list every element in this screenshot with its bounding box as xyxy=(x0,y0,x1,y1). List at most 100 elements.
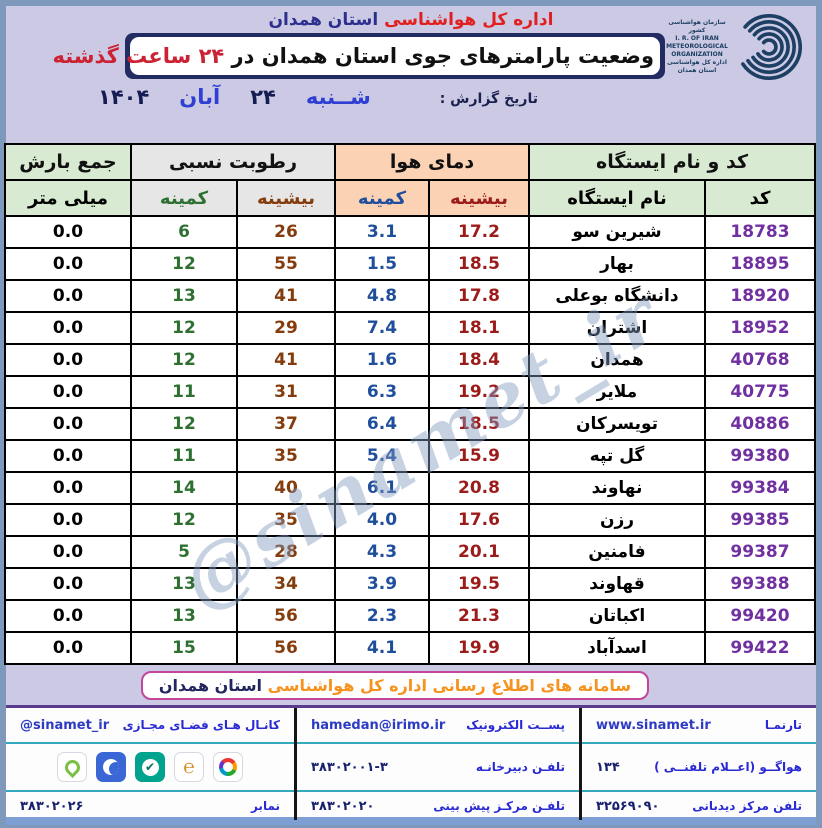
email-link[interactable]: hamedan@irimo.ir xyxy=(311,717,446,733)
soroush-icon[interactable] xyxy=(96,752,126,782)
temp-min-value: 5.4 xyxy=(333,439,430,473)
banner-highlight: ۲۴ ساعت گذشته xyxy=(52,44,225,68)
channel-handle[interactable]: @sinamet_ir xyxy=(20,717,110,733)
temp-max-value: 18.1 xyxy=(427,311,530,345)
temp-max-value: 17.6 xyxy=(427,503,530,537)
table-row: 18920 دانشگاه بوعلی 17.8 4.8 41 13 0.0 xyxy=(3,279,816,313)
table-row: 99420 اکباتان 21.3 2.3 56 13 0.0 xyxy=(3,599,816,633)
group-header-humidity: رطوبت نسبی xyxy=(129,143,336,181)
channels-row: کانـال هـای فضـای مجـازی @sinamet_ir xyxy=(6,708,294,744)
org-title: اداره کل هواشناسی استان همدان xyxy=(6,6,816,30)
temp-min-value: 6.3 xyxy=(333,375,430,409)
group-header-precipitation: جمع بارش xyxy=(3,143,132,181)
title-banner-text: وضعیت پارامترهای جوی استان همدان در ۲۴ س… xyxy=(53,37,660,75)
subheader-station: نام ایستگاه xyxy=(527,179,707,217)
precip-value: 0.0 xyxy=(3,471,132,505)
precip-value: 0.0 xyxy=(3,503,132,537)
station-code: 99422 xyxy=(704,631,816,665)
subheader-temp-max: بیشینه xyxy=(427,179,530,217)
hum-max-value: 28 xyxy=(235,535,336,569)
temp-min-value: 6.4 xyxy=(333,407,430,441)
fax-number: ۳۸۳۰۲۰۲۶ xyxy=(20,798,84,814)
secretariat-row: تلفـن دبیرخانـه ۳۸۳۰۲۰۰۱-۳ xyxy=(297,744,579,792)
hum-max-value: 56 xyxy=(235,599,336,633)
station-name: گل تپه xyxy=(527,439,707,473)
precip-value: 0.0 xyxy=(3,279,132,313)
hum-min-value: 15 xyxy=(129,631,238,665)
hum-max-value: 29 xyxy=(235,311,336,345)
temp-max-value: 15.9 xyxy=(427,439,530,473)
email-row: پســت الکترونیک hamedan@irimo.ir xyxy=(297,708,579,744)
logo-line: METEOROLOGICAL xyxy=(666,42,728,50)
temp-max-value: 21.3 xyxy=(427,599,530,633)
station-name: همدان xyxy=(527,343,707,377)
eitaa-icon[interactable]: ℮ xyxy=(174,752,204,782)
hum-min-value: 14 xyxy=(129,471,238,505)
precip-value: 0.0 xyxy=(3,311,132,345)
report-date-label: تاریخ گزارش : xyxy=(439,91,538,107)
station-code: 99380 xyxy=(704,439,816,473)
temp-max-value: 18.5 xyxy=(427,407,530,441)
station-code: 18783 xyxy=(704,215,816,249)
station-code: 99388 xyxy=(704,567,816,601)
watch-center-number: ۳۲۵۶۹۰۹۰ xyxy=(596,798,660,814)
temp-max-value: 18.4 xyxy=(427,343,530,377)
logo-spiral-icon xyxy=(735,13,803,81)
havagoo-row: هواگــو (اعــلام تلفنــی ) ۱۳۴ xyxy=(582,744,816,792)
temp-max-value: 20.8 xyxy=(427,471,530,505)
footer-banner-text: سامانه های اطلاع رسانی اداره کل هواشناسی xyxy=(262,675,632,695)
subheader-precip-unit: میلی متر xyxy=(3,179,132,217)
hum-min-value: 12 xyxy=(129,343,238,377)
table-row: 99422 اسدآباد 19.9 4.1 56 15 0.0 xyxy=(3,631,816,665)
hum-min-value: 12 xyxy=(129,247,238,281)
station-code: 99387 xyxy=(704,535,816,569)
gap-icon[interactable] xyxy=(57,752,87,782)
station-code: 40886 xyxy=(704,407,816,441)
fax-row: نمابر ۳۸۳۰۲۰۲۶ xyxy=(6,792,294,820)
temp-max-value: 19.9 xyxy=(427,631,530,665)
secretariat-number: ۳۸۳۰۲۰۰۱-۳ xyxy=(311,759,388,775)
subheader-code: کد xyxy=(704,179,816,217)
station-code: 99385 xyxy=(704,503,816,537)
fax-label: نمابر xyxy=(250,799,280,813)
report-date-value: شــنبه ۲۴ آبان ۱۴۰۴ xyxy=(98,85,371,109)
website-link[interactable]: www.sinamet.ir xyxy=(596,717,711,733)
precip-value: 0.0 xyxy=(3,439,132,473)
temp-max-value: 17.2 xyxy=(427,215,530,249)
logo-line: سازمان هواشناسی کشور xyxy=(668,18,726,34)
station-name: اکباتان xyxy=(527,599,707,633)
footer-col-left: کانـال هـای فضـای مجـازی @sinamet_ir ✔ ℮… xyxy=(6,708,294,820)
hum-max-value: 35 xyxy=(235,439,336,473)
hum-min-value: 12 xyxy=(129,407,238,441)
temp-min-value: 3.1 xyxy=(333,215,430,249)
footer-banner: سامانه های اطلاع رسانی اداره کل هواشناسی… xyxy=(6,665,816,705)
station-name: نهاوند xyxy=(527,471,707,505)
footer-col-middle: پســت الکترونیک hamedan@irimo.ir تلفـن د… xyxy=(294,708,582,820)
precip-value: 0.0 xyxy=(3,247,132,281)
subheader-hum-max: بیشینه xyxy=(235,179,336,217)
rubika-icon[interactable] xyxy=(213,752,243,782)
stations-table-header: کد و نام ایستگاه دمای هوا رطوبت نسبی جمع… xyxy=(3,143,817,217)
hum-max-value: 41 xyxy=(235,279,336,313)
logo-line: اداره کل هواشناسی xyxy=(667,59,727,67)
logo-text: سازمان هواشناسی کشور I. R. OF IRAN METEO… xyxy=(666,19,728,76)
hum-max-value: 56 xyxy=(235,631,336,665)
station-name: اشتران xyxy=(527,311,707,345)
bale-icon[interactable]: ✔ xyxy=(135,752,165,782)
logo-line: ORGANIZATION xyxy=(671,51,723,59)
watch-center-label: تلفن مرکز دیدبانی xyxy=(692,799,802,813)
precip-value: 0.0 xyxy=(3,535,132,569)
hum-max-value: 41 xyxy=(235,343,336,377)
table-row: 99385 رزن 17.6 4.0 35 12 0.0 xyxy=(3,503,816,537)
station-name: بهار xyxy=(527,247,707,281)
station-table-body: 18783 شیرین سو 17.2 3.1 26 6 0.0 18895 ب… xyxy=(3,215,816,665)
temp-max-value: 20.1 xyxy=(427,535,530,569)
precip-value: 0.0 xyxy=(3,631,132,665)
report-header: اداره کل هواشناسی استان همدان سازمان هوا… xyxy=(6,6,816,143)
station-name: ملایر xyxy=(527,375,707,409)
table-row: 40775 ملایر 19.2 6.3 31 11 0.0 xyxy=(3,375,816,409)
logo-line: استان همدان xyxy=(677,67,717,75)
footer-banner-highlight: استان همدان xyxy=(158,675,263,695)
table-row: 40768 همدان 18.4 1.6 41 12 0.0 xyxy=(3,343,816,377)
